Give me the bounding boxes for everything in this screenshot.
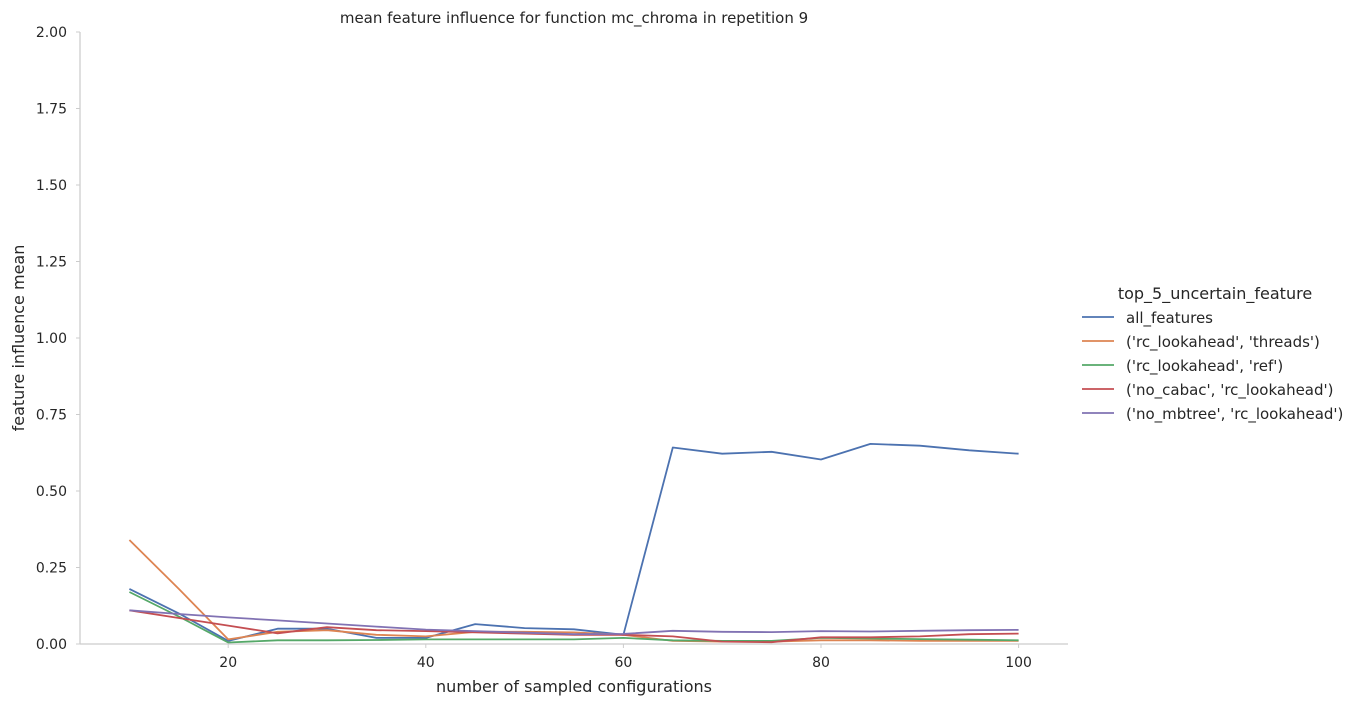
- x-tick-label: 80: [812, 655, 830, 671]
- y-axis: 0.00 0.25 0.50 0.75 1.00 1.25 1.50 1.75 2.00: [36, 25, 81, 653]
- legend-label: ('rc_lookahead', 'threads'): [1126, 333, 1320, 352]
- series-line-3: [129, 609, 1019, 644]
- series-line-4: [129, 609, 1019, 636]
- y-tick-label: 1.50: [36, 178, 67, 194]
- series-line-0: [129, 442, 1019, 642]
- series-line-2: [129, 591, 1019, 644]
- legend: top_5_uncertain_feature all_features ('rc…: [1082, 284, 1343, 424]
- chart-title: mean feature influence for function mc_c…: [340, 9, 808, 28]
- y-tick-label: 1.75: [36, 102, 67, 118]
- y-tick-label: 0.75: [36, 408, 67, 424]
- x-tick-label: 20: [219, 655, 237, 671]
- legend-label: ('rc_lookahead', 'ref'): [1126, 357, 1283, 376]
- y-tick-label: 0.25: [36, 561, 67, 577]
- y-tick-label: 0.00: [36, 637, 67, 653]
- legend-label: all_features: [1126, 309, 1213, 328]
- y-axis-label: feature influence mean: [9, 245, 28, 432]
- x-tick-label: 60: [614, 655, 632, 671]
- y-tick-label: 1.25: [36, 255, 67, 271]
- legend-label: ('no_cabac', 'rc_lookahead'): [1126, 381, 1334, 400]
- y-tick-label: 0.50: [36, 484, 67, 500]
- y-tick-label: 2.00: [36, 25, 67, 41]
- y-tick-label: 1.00: [36, 331, 67, 347]
- x-axis-label: number of sampled configurations: [436, 677, 712, 696]
- legend-title: top_5_uncertain_feature: [1118, 284, 1312, 304]
- series-lines: [128, 442, 1019, 644]
- x-tick-label: 100: [1005, 655, 1032, 671]
- x-tick-label: 40: [417, 655, 435, 671]
- x-axis: 20 40 60 80 100: [80, 643, 1068, 671]
- legend-label: ('no_mbtree', 'rc_lookahead'): [1126, 405, 1343, 424]
- series-line-1: [128, 539, 1019, 643]
